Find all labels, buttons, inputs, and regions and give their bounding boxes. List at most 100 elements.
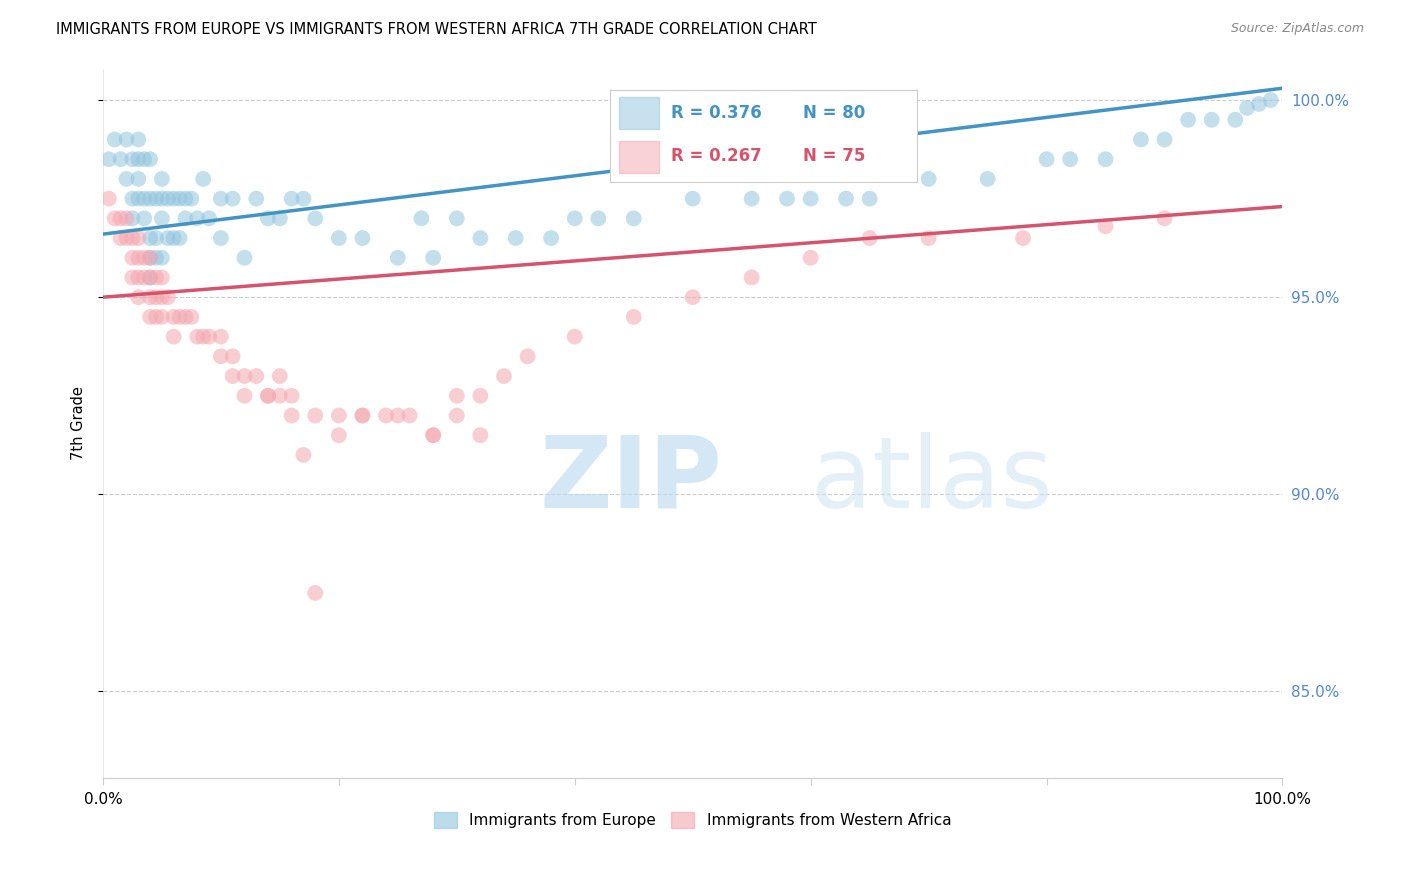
Point <box>150 310 173 324</box>
Point <box>180 310 202 324</box>
Point <box>209 329 232 343</box>
Point <box>422 428 444 442</box>
Point <box>564 329 586 343</box>
Point <box>1059 152 1081 166</box>
Point <box>139 192 162 206</box>
Point <box>492 369 515 384</box>
Point <box>292 192 315 206</box>
Point <box>1236 101 1258 115</box>
Point <box>174 192 197 206</box>
Point <box>121 251 143 265</box>
Point <box>209 192 232 206</box>
Point <box>169 310 191 324</box>
Point <box>134 211 156 226</box>
Point <box>209 349 232 363</box>
Point <box>387 409 409 423</box>
Point <box>110 231 132 245</box>
Point <box>375 409 398 423</box>
Text: Source: ZipAtlas.com: Source: ZipAtlas.com <box>1230 22 1364 36</box>
Point <box>121 231 143 245</box>
Point <box>245 192 267 206</box>
Point <box>134 251 156 265</box>
Point <box>588 211 610 226</box>
Point <box>741 270 763 285</box>
Point <box>269 369 291 384</box>
Point <box>139 251 162 265</box>
Point <box>776 192 799 206</box>
Point <box>156 231 179 245</box>
Point <box>221 192 243 206</box>
Point <box>1094 219 1116 234</box>
Point <box>1153 211 1175 226</box>
Point <box>110 211 132 226</box>
Point <box>505 231 527 245</box>
Point <box>127 251 149 265</box>
Point <box>150 290 173 304</box>
Y-axis label: 7th Grade: 7th Grade <box>72 386 86 460</box>
Point <box>1247 97 1270 112</box>
Point <box>198 211 221 226</box>
Point <box>121 270 143 285</box>
Point <box>221 369 243 384</box>
Point <box>422 428 444 442</box>
Point <box>186 211 208 226</box>
Point <box>917 231 939 245</box>
Point <box>127 172 149 186</box>
Point <box>139 310 162 324</box>
Point <box>127 270 149 285</box>
Point <box>328 428 350 442</box>
Point <box>139 290 162 304</box>
Point <box>280 389 302 403</box>
Point <box>180 192 202 206</box>
Point <box>127 152 149 166</box>
Point <box>233 251 256 265</box>
Point <box>800 251 823 265</box>
Point <box>257 389 280 403</box>
Point <box>150 211 173 226</box>
Point <box>800 192 823 206</box>
Point <box>422 251 444 265</box>
Point <box>145 310 167 324</box>
Point <box>304 211 326 226</box>
Point <box>516 349 538 363</box>
Point <box>280 409 302 423</box>
Point <box>127 231 149 245</box>
Point <box>245 369 267 384</box>
Point <box>127 290 149 304</box>
Point <box>115 211 138 226</box>
Point <box>1177 112 1199 127</box>
Point <box>145 251 167 265</box>
Point <box>682 192 704 206</box>
Point <box>139 251 162 265</box>
Point <box>1094 152 1116 166</box>
Point <box>292 448 315 462</box>
Point <box>446 409 468 423</box>
Text: IMMIGRANTS FROM EUROPE VS IMMIGRANTS FROM WESTERN AFRICA 7TH GRADE CORRELATION C: IMMIGRANTS FROM EUROPE VS IMMIGRANTS FRO… <box>56 22 817 37</box>
Point <box>328 409 350 423</box>
Point <box>134 192 156 206</box>
Point <box>304 409 326 423</box>
Point <box>623 310 645 324</box>
Point <box>1260 93 1282 107</box>
Point <box>163 310 186 324</box>
Point <box>623 211 645 226</box>
Point <box>269 211 291 226</box>
Point <box>257 211 280 226</box>
Point <box>446 389 468 403</box>
Point <box>97 152 120 166</box>
Point <box>193 172 215 186</box>
Point <box>304 586 326 600</box>
Point <box>134 270 156 285</box>
Point <box>156 290 179 304</box>
Point <box>1129 132 1152 146</box>
Point <box>169 231 191 245</box>
Legend: Immigrants from Europe, Immigrants from Western Africa: Immigrants from Europe, Immigrants from … <box>427 806 957 834</box>
Point <box>97 192 120 206</box>
Point <box>115 231 138 245</box>
Point <box>470 231 492 245</box>
Point <box>446 211 468 226</box>
Point <box>150 172 173 186</box>
Point <box>145 231 167 245</box>
Point <box>115 172 138 186</box>
Point <box>1012 231 1035 245</box>
